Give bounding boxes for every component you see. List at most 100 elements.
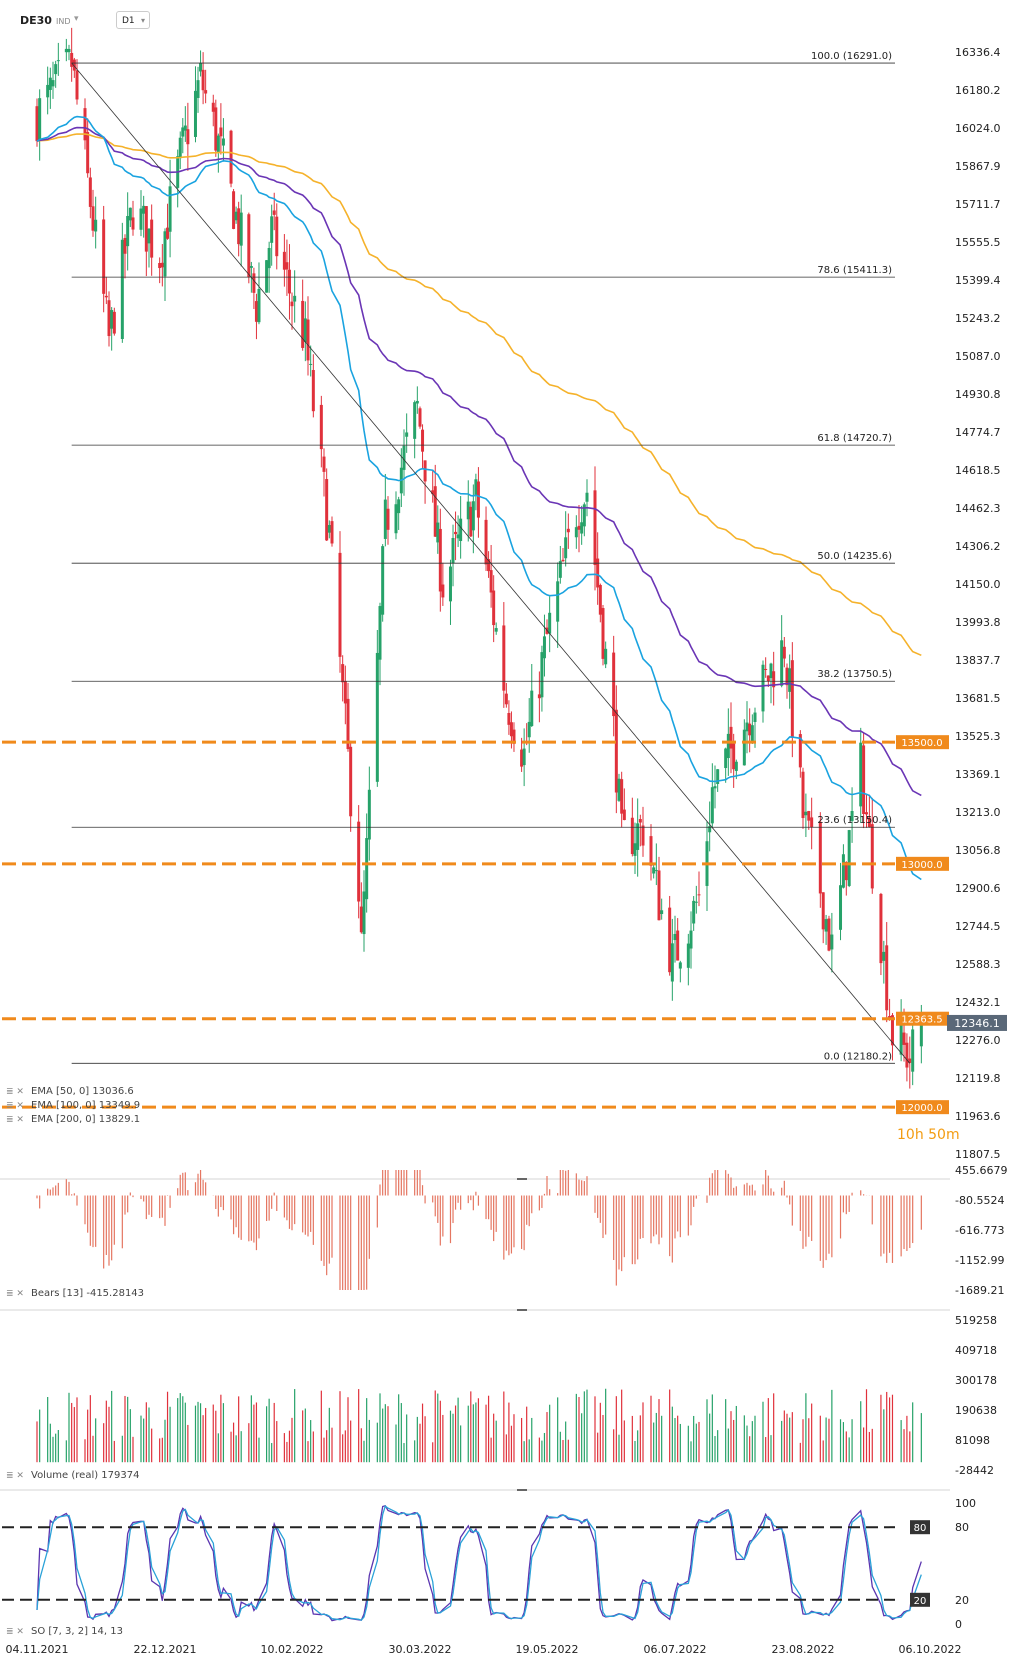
candle-bear: [622, 809, 626, 821]
candle-bear: [290, 301, 294, 307]
level-tag-label: 13000.0: [901, 860, 942, 871]
price-axis-tick: 14930.8: [955, 388, 1001, 401]
candle-bear: [489, 570, 493, 593]
candle-bull: [734, 761, 738, 771]
candle-bear: [211, 102, 215, 112]
candle-bull: [415, 400, 419, 404]
candle-bull: [708, 826, 712, 833]
bears-axis-tick: -1152.99: [955, 1254, 1004, 1267]
candle-bull: [540, 652, 544, 698]
candle-bull: [471, 501, 475, 531]
pane-resize-handle: [517, 1309, 527, 1311]
candle-bear: [158, 263, 162, 269]
candle-bear: [287, 269, 291, 294]
candle-bull: [742, 729, 746, 766]
legend-controls-icon: ≣ ✕: [6, 1627, 24, 1637]
candle-bear: [596, 558, 600, 588]
candle-bear: [614, 709, 618, 793]
bears-axis-tick: 455.6679: [955, 1164, 1008, 1177]
candle-bull: [451, 537, 455, 564]
candle-bull: [710, 787, 714, 824]
candle-bear: [502, 625, 506, 691]
price-axis-tick: 11963.6: [955, 1110, 1001, 1123]
stochastic-level-label: 80: [914, 1523, 927, 1534]
candle-bear: [598, 584, 602, 615]
candle-bear: [454, 531, 458, 535]
candle-bull: [494, 628, 498, 632]
candle-bear: [131, 217, 135, 230]
candle-bull: [633, 843, 637, 856]
candle-bull: [804, 811, 808, 816]
instrument-type-label: IND: [56, 17, 71, 26]
price-axis-tick: 12119.8: [955, 1072, 1001, 1085]
candle-bull: [327, 525, 331, 533]
candle-bull: [54, 64, 58, 75]
price-axis-tick: 13837.7: [955, 654, 1001, 667]
price-axis-tick: 15243.2: [955, 312, 1001, 325]
candle-bear: [888, 1015, 892, 1019]
candle-bear: [254, 301, 258, 322]
candle-bear: [325, 479, 329, 541]
date-axis-tick: 06.07.2022: [644, 1643, 707, 1656]
candle-bull: [64, 48, 68, 53]
candle-bear: [107, 300, 111, 337]
candle-bull: [303, 318, 307, 343]
candle-bull: [574, 527, 578, 538]
candle-bear: [72, 59, 76, 71]
candle-bull: [654, 870, 658, 872]
candle-bull: [604, 648, 608, 665]
candle-bear: [810, 817, 814, 828]
candle-bear: [801, 771, 805, 819]
ema-legend-entry: EMA [200, 0] 13829.1: [31, 1114, 140, 1125]
candle-bear: [70, 52, 74, 67]
fib-level-label: 100.0 (16291.0): [811, 51, 892, 62]
candle-bull: [405, 432, 409, 437]
candle-bear: [160, 262, 164, 268]
candle-bear: [798, 734, 802, 768]
level-tag: [896, 1100, 949, 1115]
candle-bear: [697, 894, 701, 896]
symbol-label[interactable]: DE30: [20, 14, 52, 27]
candle-bull: [309, 363, 313, 365]
candle-bull: [394, 504, 398, 534]
chevron-down-icon: ▾: [140, 16, 145, 25]
price-axis-tick: 15867.9: [955, 160, 1001, 173]
candle-bear: [104, 295, 108, 298]
candle-bear: [879, 893, 883, 964]
candle-bull: [257, 289, 261, 323]
candle-bear: [790, 660, 794, 738]
stochastic-axis-tick: 80: [955, 1521, 969, 1534]
candle-bear: [865, 812, 868, 815]
chevron-down-icon[interactable]: ▾: [74, 14, 79, 24]
candle-bear: [349, 746, 353, 817]
level-tag-label: 12000.0: [901, 1103, 942, 1114]
candle-bull: [181, 127, 185, 137]
candle-bear: [867, 817, 871, 828]
candle-bull: [830, 934, 834, 950]
candle-bull: [196, 80, 200, 98]
candle-bear: [201, 69, 205, 91]
candle-bear: [229, 130, 233, 184]
volume-pane: [36, 1388, 922, 1463]
candle-bear: [748, 723, 752, 736]
price-pane: [2, 27, 1007, 1115]
bears-axis-tick: -80.5524: [955, 1194, 1004, 1207]
bears-axis-tick: -616.773: [955, 1224, 1004, 1237]
candle-bear: [520, 749, 524, 767]
candle-bull: [899, 1023, 903, 1055]
candle-bear: [844, 862, 848, 881]
candle-bear: [509, 722, 513, 737]
candle-bull: [139, 208, 143, 230]
candle-bull: [413, 402, 417, 439]
stochastic-k-line: [36, 1505, 922, 1622]
price-axis-tick: 13213.0: [955, 806, 1001, 819]
timeframe-select[interactable]: D1 ▾: [116, 11, 150, 29]
price-axis-tick: 12588.3: [955, 958, 1001, 971]
date-axis-tick: 23.08.2022: [772, 1643, 835, 1656]
legend-controls-icon: ≣ ✕: [6, 1115, 24, 1125]
candle-bull: [163, 231, 167, 277]
candle-bear: [620, 779, 624, 814]
candle-bull: [724, 748, 728, 769]
candle-bear: [418, 408, 422, 427]
